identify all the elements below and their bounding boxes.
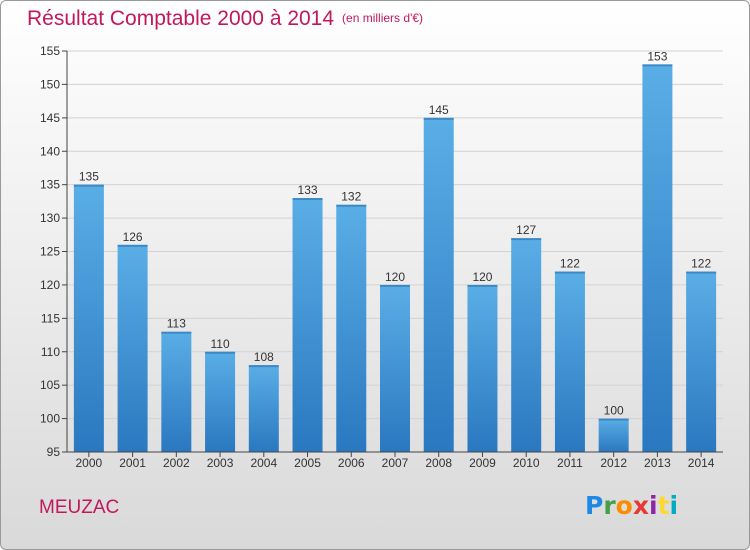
data-label: 113 — [167, 317, 186, 331]
y-tick-label: 100 — [40, 412, 60, 426]
data-label: 110 — [210, 337, 229, 351]
chart-title-text: Résultat Comptable 2000 à 2014 — [27, 7, 335, 30]
bar-top-edge — [642, 64, 673, 67]
bar — [336, 204, 367, 452]
logo-letter: t — [657, 491, 670, 520]
bar-top-edge — [336, 204, 367, 207]
bar-top-edge — [248, 365, 279, 368]
data-label: 135 — [79, 170, 99, 184]
bar — [467, 284, 498, 452]
bar-top-edge — [554, 271, 585, 274]
y-tick-label: 150 — [40, 77, 60, 91]
data-label: 120 — [385, 270, 405, 284]
x-tick-label: 2012 — [600, 456, 627, 470]
chart-title: Résultat Comptable 2000 à 2014 (en millie… — [27, 7, 423, 31]
data-label: 120 — [472, 270, 492, 284]
bar-top-edge — [511, 238, 542, 241]
x-tick-label: 2001 — [119, 456, 146, 470]
y-tick-label: 115 — [41, 311, 60, 325]
y-tick-label: 105 — [40, 378, 60, 392]
y-tick-label: 130 — [40, 211, 60, 225]
bar-top-edge — [161, 331, 192, 334]
bar-top-edge — [117, 244, 148, 247]
x-tick-label: 2010 — [513, 456, 540, 470]
y-tick-label: 135 — [40, 178, 60, 192]
bar — [380, 284, 410, 452]
y-tick-label: 140 — [40, 144, 60, 158]
y-tick-label: 110 — [41, 345, 60, 359]
bar — [554, 271, 585, 452]
logo-letter: i — [669, 491, 679, 520]
bar-top-edge — [467, 284, 498, 287]
bar — [117, 244, 148, 452]
bar — [423, 117, 454, 452]
bar — [511, 238, 542, 452]
x-tick-label: 2005 — [294, 456, 321, 470]
x-tick-label: 2007 — [382, 456, 409, 470]
bar-top-edge — [73, 184, 104, 187]
x-tick-label: 2014 — [688, 456, 715, 470]
data-label: 100 — [604, 404, 624, 418]
x-tick-label: 2000 — [76, 456, 103, 470]
y-tick-label: 155 — [40, 44, 60, 58]
bar-top-edge — [380, 284, 410, 287]
bar — [248, 365, 279, 452]
bar — [205, 351, 236, 452]
bar-top-edge — [686, 271, 717, 274]
data-label: 153 — [647, 49, 667, 63]
y-tick-label: 145 — [40, 111, 60, 125]
bar — [292, 198, 323, 452]
logo-letter: x — [632, 491, 649, 520]
bar-layer: 135 126 113 110 108 133 132 120 145 120 127 122 100 1… — [73, 49, 717, 452]
bar-top-edge — [598, 418, 629, 421]
data-label: 133 — [298, 183, 318, 197]
x-tick-label: 2008 — [425, 456, 452, 470]
bar — [686, 271, 717, 452]
chart-unit: (en milliers d'€) — [342, 11, 424, 25]
axis-layer: 95 100 105 110 115 120 125 130 135 140 145 150 155 20… — [40, 44, 723, 470]
data-label: 145 — [429, 103, 449, 117]
y-tick-label: 95 — [47, 445, 61, 459]
x-tick-label: 2009 — [469, 456, 496, 470]
data-label: 108 — [254, 350, 274, 364]
x-tick-label: 2013 — [644, 456, 671, 470]
data-label: 122 — [691, 257, 711, 271]
data-label: 126 — [123, 230, 143, 244]
logo-letter: r — [603, 491, 616, 520]
bar — [73, 184, 104, 452]
y-tick-label: 125 — [40, 245, 60, 259]
x-tick-label: 2002 — [163, 456, 190, 470]
logo-letter: o — [615, 491, 633, 520]
logo-letter: i — [649, 491, 658, 520]
bar-top-edge — [292, 198, 323, 201]
y-tick-label: 120 — [40, 278, 60, 292]
data-label: 122 — [560, 257, 580, 271]
proxiti-logo: Proxiti — [585, 491, 678, 520]
x-tick-label: 2011 — [557, 456, 583, 470]
x-tick-label: 2004 — [250, 456, 277, 470]
x-tick-label: 2006 — [338, 456, 365, 470]
bar-top-edge — [423, 117, 454, 120]
bar — [161, 331, 192, 452]
bar — [642, 64, 673, 452]
logo-letter: P — [585, 491, 604, 520]
data-label: 132 — [341, 190, 361, 204]
bar-top-edge — [205, 351, 236, 354]
data-label: 127 — [516, 223, 536, 237]
bar — [598, 418, 629, 452]
commune-name: MEUZAC — [39, 497, 120, 518]
x-tick-label: 2003 — [207, 456, 234, 470]
